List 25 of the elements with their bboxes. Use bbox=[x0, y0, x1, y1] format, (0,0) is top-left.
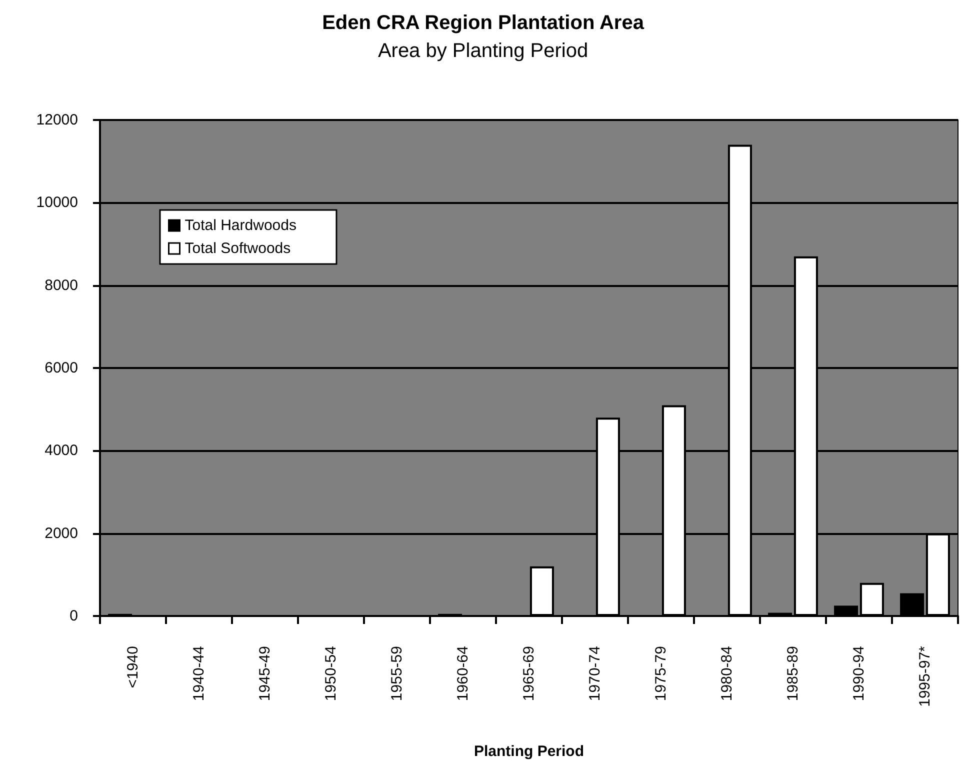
x-axis-title: Planting Period bbox=[474, 743, 584, 760]
y-tick-label: 0 bbox=[70, 608, 78, 624]
y-tick-label: 12000 bbox=[36, 112, 78, 128]
x-tick-label: 1960-64 bbox=[454, 646, 472, 702]
x-tick-label: <1940 bbox=[124, 646, 142, 688]
x-tick-label: 1950-54 bbox=[322, 646, 340, 702]
y-tick-label: 6000 bbox=[44, 360, 78, 376]
y-tick-label: 2000 bbox=[44, 524, 78, 542]
y-tick-label: 8000 bbox=[44, 276, 78, 294]
y-tick-label: 10000 bbox=[36, 194, 78, 212]
chart-title: Eden CRA Region Plantation Area bbox=[322, 12, 645, 34]
x-tick-label: 1965-69 bbox=[520, 646, 538, 702]
x-tick-label: 1945-49 bbox=[256, 646, 274, 702]
x-tick-label: 1985-89 bbox=[784, 646, 802, 702]
x-tick-label: 1980-84 bbox=[718, 646, 736, 702]
legend-label: Total Hardwoods bbox=[184, 217, 296, 234]
legend-label: Total Softwoods bbox=[184, 240, 291, 257]
x-tick-label: 1940-44 bbox=[190, 646, 208, 702]
x-tick-label: 1975-79 bbox=[652, 646, 670, 702]
y-tick-label: 4000 bbox=[44, 442, 78, 460]
x-tick-label: 1990-94 bbox=[850, 646, 868, 702]
chart-subtitle: Area by Planting Period bbox=[378, 40, 588, 62]
x-tick-label: 1995-97* bbox=[916, 646, 934, 707]
x-tick-label: 1970-74 bbox=[586, 646, 604, 702]
x-tick-label: 1955-59 bbox=[388, 646, 406, 702]
